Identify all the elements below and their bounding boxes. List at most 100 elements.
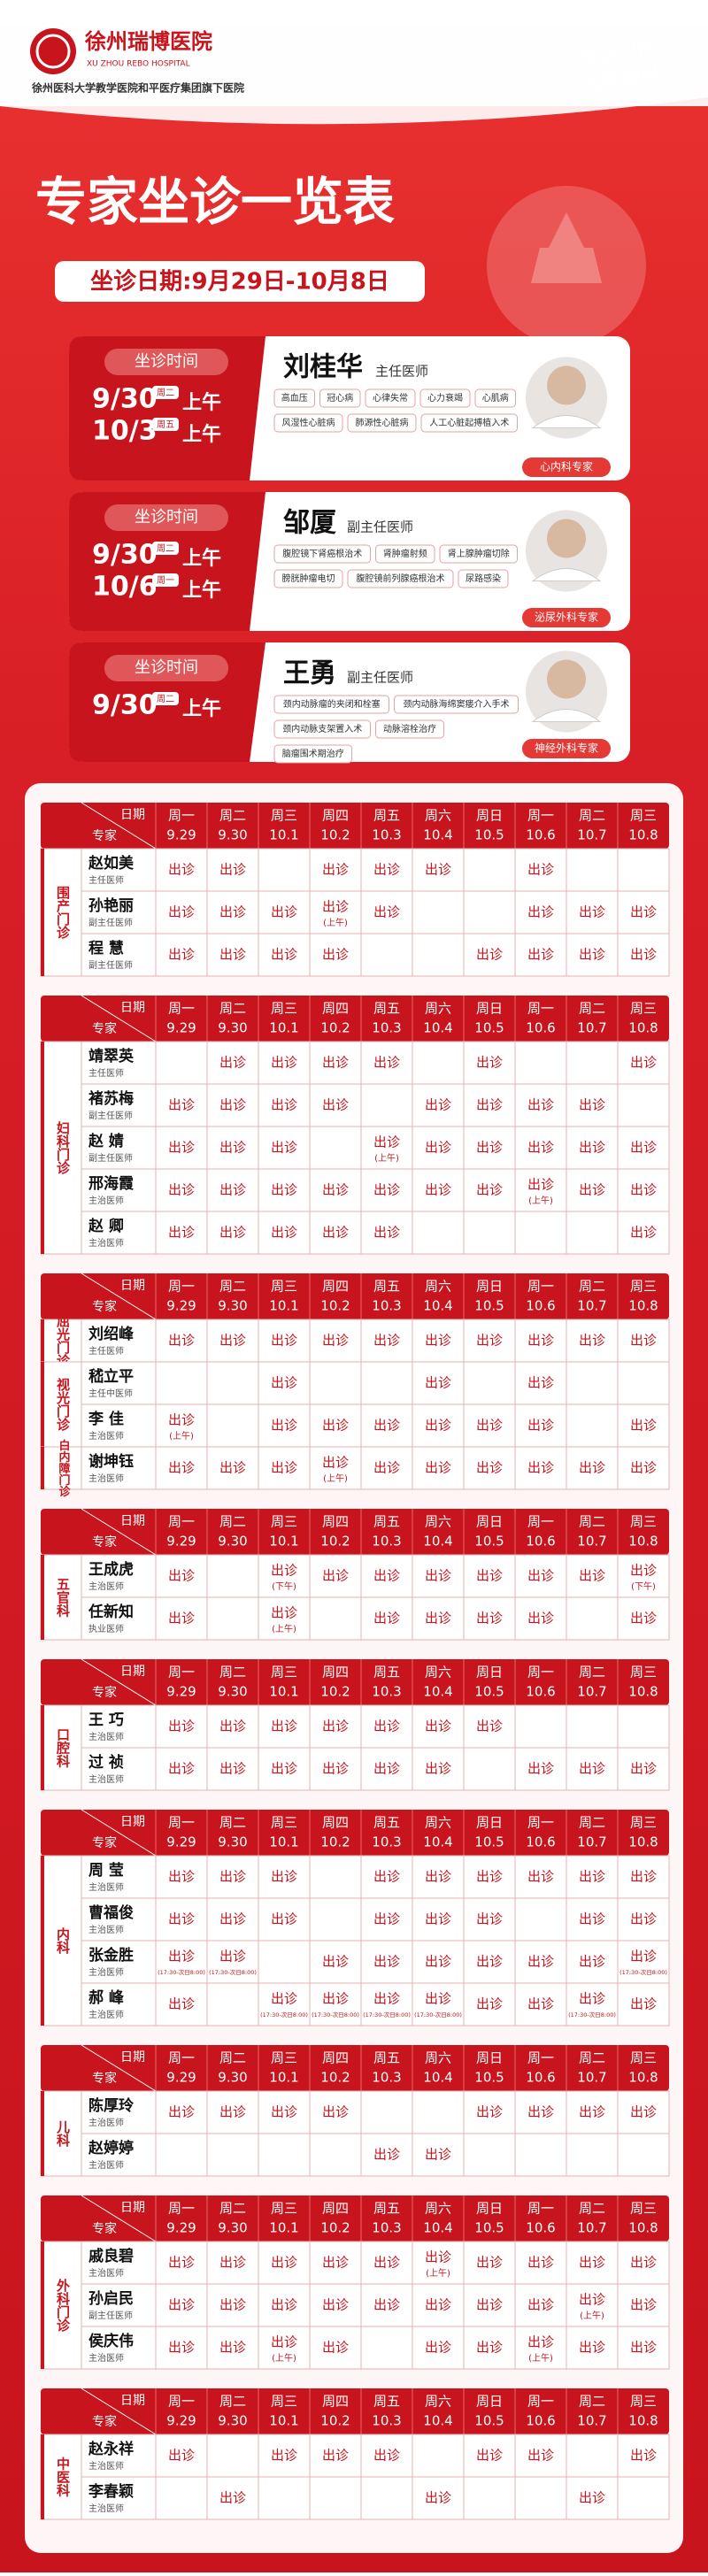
- title: 专家坐诊一览表: [35, 172, 395, 232]
- day-date: 9.30: [218, 1298, 247, 1314]
- schedule-cell: [309, 2283, 362, 2327]
- group-cell: [40, 1704, 82, 1791]
- day-weekday: 周一: [527, 1815, 554, 1831]
- day-date: 10.1: [269, 2220, 298, 2236]
- cell-status: 出诊: [527, 1996, 554, 2012]
- schedule-cell: [617, 1596, 670, 1641]
- cell-status: 出诊: [630, 1140, 657, 1156]
- table-header: [41, 1659, 669, 1705]
- tag: [420, 413, 518, 433]
- doctor-name: 王勇: [283, 658, 336, 689]
- schedule-cell: [617, 1747, 670, 1791]
- cell-status: 出诊: [527, 1333, 554, 1349]
- schedule-cell: [206, 2090, 259, 2134]
- schedule-cell: [206, 2283, 259, 2327]
- schedule-cell: [566, 890, 619, 934]
- header-diagonal: [81, 1809, 157, 1857]
- cell-status: 出诊: [271, 2448, 297, 2464]
- cell-status: 出诊: [630, 1869, 657, 1885]
- cell-status: 出诊: [168, 1333, 195, 1349]
- schedule-cell: [566, 1747, 619, 1791]
- tag-text: 风湿性心脏病: [282, 417, 335, 428]
- badge-pill: [522, 458, 611, 477]
- schedule-cell: [617, 1083, 670, 1127]
- schedule-cell: [309, 1855, 362, 1899]
- schedule-cell: [155, 1126, 208, 1170]
- schedule-cell: [360, 1982, 413, 2026]
- schedule-cell: [309, 2133, 362, 2177]
- name-cell: [81, 1041, 157, 1085]
- affiliation: 徐州医科大学教学医院和平医疗集团旗下医院: [31, 81, 244, 95]
- cell-status: 出诊: [373, 2297, 400, 2313]
- header-date: 日期: [120, 808, 145, 822]
- day-date: 10.1: [269, 2413, 298, 2429]
- doctor-name: 赵永祥: [88, 2440, 134, 2458]
- schedule-cell: [309, 1596, 362, 1641]
- cell-status: 出诊: [322, 1225, 349, 1241]
- day-date: 10.6: [526, 1298, 555, 1314]
- day-weekday: 周二: [219, 1665, 246, 1680]
- cell-note: (17:30-次日8:00): [414, 2011, 462, 2019]
- day-date: 10.2: [320, 2070, 350, 2086]
- schedule-cell: [155, 848, 208, 892]
- cell-status: 出诊: [271, 2297, 297, 2313]
- tag-text: 肺源性心脏病: [356, 417, 409, 428]
- cell-status: 出诊: [219, 862, 246, 878]
- header-date: 日期: [120, 1001, 145, 1015]
- cell-status: 出诊: [168, 947, 195, 963]
- cell-status: 出诊: [373, 1055, 400, 1071]
- group-cell: [40, 1319, 82, 1363]
- day-weekday: 周二: [579, 1279, 605, 1295]
- day-date: 10.4: [423, 1020, 452, 1036]
- schedule-cell: [514, 1982, 567, 2026]
- cell-status: 出诊: [527, 1140, 554, 1156]
- tag: [319, 388, 361, 408]
- cell-status: 出诊: [271, 2334, 297, 2350]
- group-stripe: [41, 2434, 44, 2519]
- cell-status: 出诊: [322, 947, 349, 963]
- doctor-name: 王 巧: [88, 1711, 124, 1729]
- schedule-cell: [206, 1554, 259, 1598]
- day-date: 10.5: [474, 827, 504, 843]
- schedule-cell: [566, 1041, 619, 1085]
- group-cell: [40, 1855, 82, 2026]
- schedule-cell: [155, 1897, 208, 1942]
- cell-status: 出诊: [527, 947, 554, 963]
- cell-status: 出诊: [425, 1140, 451, 1156]
- header-expert: 专家: [92, 1835, 117, 1850]
- cell-status: 出诊: [168, 2448, 195, 2464]
- header-wave: [0, 0, 708, 125]
- schedule-cell: [309, 1361, 362, 1405]
- cell-note: (上午): [426, 2267, 450, 2279]
- header-diagonal: [81, 1508, 157, 1556]
- schedule-cell: [309, 1083, 362, 1127]
- day-date: 10.7: [577, 1684, 606, 1700]
- day-date: 10.8: [628, 1684, 658, 1700]
- day-weekday: 周日: [476, 1001, 503, 1017]
- cell-status: 出诊: [322, 1333, 349, 1349]
- name-cell: [81, 2326, 157, 2370]
- schedule-cell: [514, 2241, 567, 2285]
- doctor-title: 副主任医师: [88, 1152, 133, 1164]
- cell-status: 出诊: [219, 1055, 246, 1071]
- cell-status: 出诊: [219, 2297, 246, 2313]
- header-date: 日期: [120, 2394, 145, 2408]
- day-weekday: 周三: [630, 1815, 657, 1831]
- doctor-title: 主治医师: [88, 1924, 124, 1935]
- schedule-cell: [309, 1897, 362, 1942]
- schedule-cell: [258, 1855, 311, 1899]
- day-date: 10.3: [372, 827, 401, 843]
- day-weekday: 周日: [476, 808, 503, 824]
- schedule-cell: [360, 1855, 413, 1899]
- cell-status: 出诊: [219, 2255, 246, 2271]
- header-expert: 专家: [92, 1685, 117, 1700]
- schedule-cell: [514, 1596, 567, 1641]
- day-date: 9.29: [166, 827, 196, 843]
- doctor-title: 主任医师: [88, 1345, 124, 1357]
- name-cell: [81, 2434, 157, 2478]
- doctor-name: 任新知: [88, 1603, 134, 1621]
- day-weekday: 周五: [373, 1001, 400, 1017]
- day-date: 10.6: [526, 2413, 555, 2429]
- cell-status: 出诊: [425, 1182, 451, 1198]
- schedule-cell: [155, 2241, 208, 2285]
